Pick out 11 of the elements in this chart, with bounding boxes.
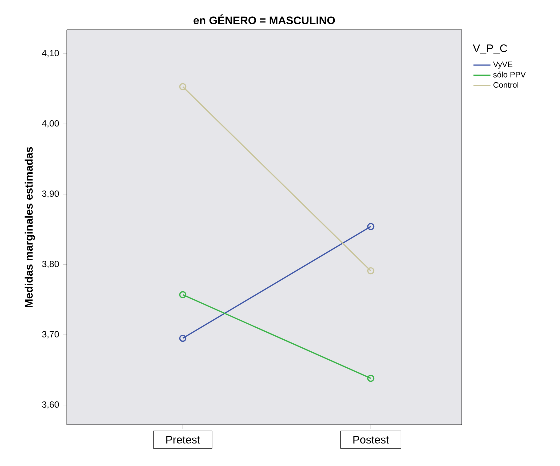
y-tick-label: 3,90 xyxy=(42,190,60,198)
y-tick-label: 3,80 xyxy=(42,261,60,268)
y-axis-title: Medidas marginales estimadas xyxy=(24,147,36,308)
x-tick-label: Postest xyxy=(354,436,390,444)
y-tick-label: 4,10 xyxy=(42,50,60,58)
y-tick-label: 3,70 xyxy=(42,331,60,339)
legend-title: V_P_C xyxy=(473,44,508,54)
y-tick-label: 3,60 xyxy=(42,402,60,409)
x-tick-label: Pretest xyxy=(166,436,200,444)
y-tick-label: 4,00 xyxy=(42,120,60,128)
chart-title: en GÉNERO = MASCULINO xyxy=(194,14,336,24)
